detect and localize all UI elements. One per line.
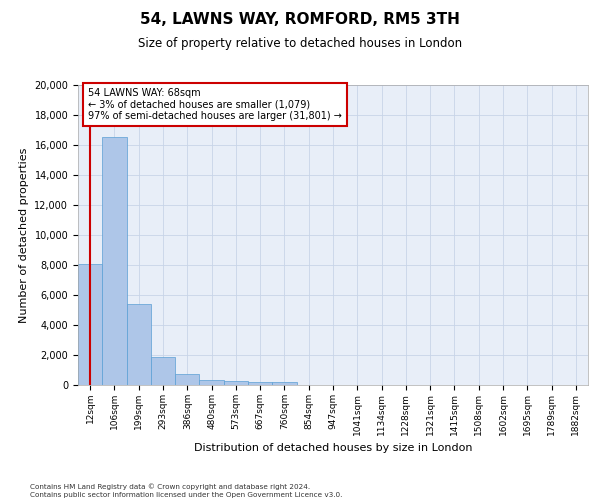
Bar [127,304,151,385]
Bar [248,382,272,385]
Bar [199,380,224,385]
Text: Size of property relative to detached houses in London: Size of property relative to detached ho… [138,38,462,51]
Bar [224,381,248,385]
X-axis label: Distribution of detached houses by size in London: Distribution of detached houses by size … [194,443,472,453]
Text: Contains HM Land Registry data © Crown copyright and database right 2024.
Contai: Contains HM Land Registry data © Crown c… [30,484,343,498]
Y-axis label: Number of detached properties: Number of detached properties [19,148,29,322]
Text: 54, LAWNS WAY, ROMFORD, RM5 3TH: 54, LAWNS WAY, ROMFORD, RM5 3TH [140,12,460,28]
Bar [102,138,127,385]
Text: 54 LAWNS WAY: 68sqm
← 3% of detached houses are smaller (1,079)
97% of semi-deta: 54 LAWNS WAY: 68sqm ← 3% of detached hou… [88,88,342,121]
Bar [272,382,296,385]
Bar [151,357,175,385]
Bar [78,264,102,385]
Bar [175,374,199,385]
